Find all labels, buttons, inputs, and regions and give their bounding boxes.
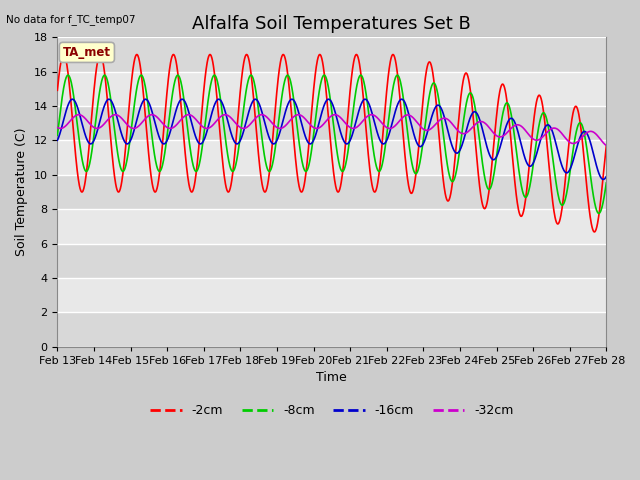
Bar xyxy=(58,141,606,175)
Bar xyxy=(58,243,606,278)
Y-axis label: Soil Temperature (C): Soil Temperature (C) xyxy=(15,128,28,256)
Bar xyxy=(58,72,606,106)
Bar xyxy=(58,278,606,312)
Bar xyxy=(58,106,606,141)
Title: Alfalfa Soil Temperatures Set B: Alfalfa Soil Temperatures Set B xyxy=(193,15,471,33)
Text: No data for f_TC_temp07: No data for f_TC_temp07 xyxy=(6,14,136,25)
Bar xyxy=(58,37,606,72)
Legend: -2cm, -8cm, -16cm, -32cm: -2cm, -8cm, -16cm, -32cm xyxy=(145,399,518,422)
Text: TA_met: TA_met xyxy=(63,46,111,59)
X-axis label: Time: Time xyxy=(317,372,348,384)
Bar xyxy=(58,175,606,209)
Bar xyxy=(58,209,606,243)
Bar xyxy=(58,312,606,347)
